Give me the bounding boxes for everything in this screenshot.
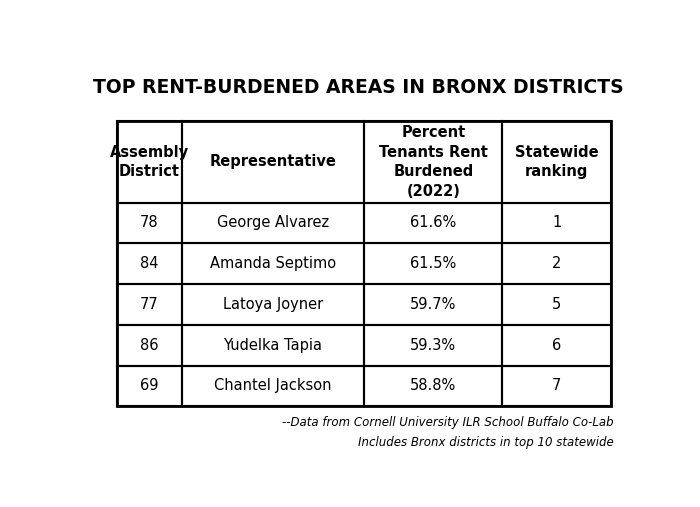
Bar: [118, 203, 181, 243]
Text: 59.3%: 59.3%: [410, 338, 456, 353]
Bar: [118, 121, 611, 406]
Bar: [118, 325, 181, 366]
Text: Representative: Representative: [209, 155, 336, 169]
Bar: [181, 284, 364, 325]
Text: 58.8%: 58.8%: [410, 378, 456, 393]
Bar: [181, 121, 364, 203]
Bar: [364, 203, 503, 243]
Bar: [503, 203, 611, 243]
Text: 84: 84: [140, 256, 159, 271]
Text: 1: 1: [552, 215, 561, 231]
Text: 7: 7: [552, 378, 561, 393]
Bar: [118, 243, 181, 284]
Text: 77: 77: [140, 297, 159, 312]
Bar: [503, 243, 611, 284]
Bar: [364, 121, 503, 203]
Text: 6: 6: [552, 338, 561, 353]
Text: --Data from Cornell University ILR School Buffalo Co-Lab: --Data from Cornell University ILR Schoo…: [282, 416, 614, 429]
Text: Statewide
ranking: Statewide ranking: [515, 144, 598, 179]
Text: 61.5%: 61.5%: [410, 256, 456, 271]
Text: Latoya Joyner: Latoya Joyner: [223, 297, 323, 312]
Text: 78: 78: [140, 215, 159, 231]
Bar: [364, 366, 503, 406]
Bar: [118, 284, 181, 325]
Bar: [118, 366, 181, 406]
Bar: [503, 325, 611, 366]
Bar: [181, 325, 364, 366]
Bar: [364, 243, 503, 284]
Bar: [364, 325, 503, 366]
Bar: [181, 366, 364, 406]
Text: 59.7%: 59.7%: [410, 297, 456, 312]
Text: Percent
Tenants Rent
Burdened
(2022): Percent Tenants Rent Burdened (2022): [379, 125, 488, 199]
Bar: [503, 284, 611, 325]
Bar: [181, 243, 364, 284]
Bar: [503, 366, 611, 406]
Bar: [364, 284, 503, 325]
Text: Yudelka Tapia: Yudelka Tapia: [223, 338, 322, 353]
Text: 86: 86: [140, 338, 159, 353]
Text: 2: 2: [552, 256, 561, 271]
Text: Assembly
District: Assembly District: [110, 144, 189, 179]
Bar: [181, 203, 364, 243]
Text: TOP RENT-BURDENED AREAS IN BRONX DISTRICTS: TOP RENT-BURDENED AREAS IN BRONX DISTRIC…: [93, 79, 624, 97]
Text: 61.6%: 61.6%: [410, 215, 456, 231]
Text: Amanda Septimo: Amanda Septimo: [210, 256, 336, 271]
Bar: [118, 121, 181, 203]
Text: Includes Bronx districts in top 10 statewide: Includes Bronx districts in top 10 state…: [358, 437, 614, 449]
Text: Chantel Jackson: Chantel Jackson: [214, 378, 332, 393]
Bar: [503, 121, 611, 203]
Text: 69: 69: [140, 378, 159, 393]
Text: 5: 5: [552, 297, 561, 312]
Text: George Alvarez: George Alvarez: [217, 215, 329, 231]
